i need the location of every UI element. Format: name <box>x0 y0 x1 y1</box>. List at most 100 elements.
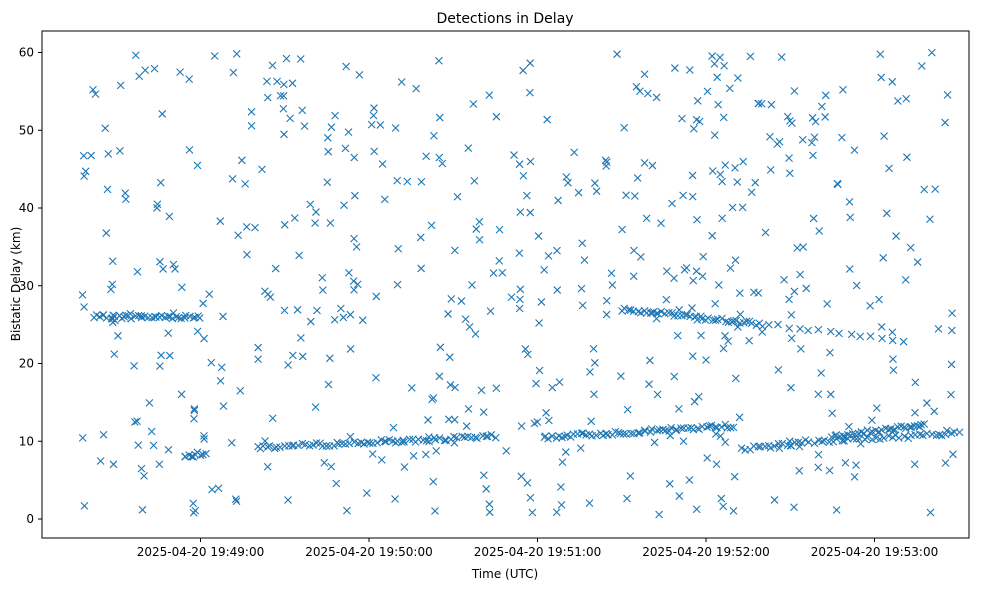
detection-point <box>409 452 418 460</box>
detection-point <box>465 322 474 331</box>
detection-point <box>155 362 164 370</box>
detection-point <box>369 111 378 120</box>
detection-point <box>856 332 865 341</box>
detection-point <box>758 328 767 336</box>
detection-point <box>899 337 908 346</box>
detection-point <box>721 317 730 326</box>
detection-point <box>711 430 720 438</box>
detection-point <box>158 110 167 118</box>
detection-point <box>391 124 400 132</box>
detection-point <box>108 280 117 289</box>
detection-point <box>809 151 817 160</box>
detection-point <box>785 154 793 163</box>
detection-point <box>298 352 307 361</box>
detection-point <box>153 200 162 209</box>
detection-point <box>394 244 403 253</box>
detection-point <box>917 420 925 429</box>
detection-point <box>427 221 436 230</box>
detection-point <box>688 304 696 312</box>
detection-point <box>704 314 712 323</box>
detection-point <box>703 454 712 462</box>
detection-point <box>947 326 956 335</box>
detection-point <box>156 257 164 266</box>
detection-point <box>106 285 115 294</box>
detection-point <box>416 233 425 242</box>
detection-point <box>137 312 146 320</box>
detection-point <box>807 138 816 147</box>
detection-point <box>751 178 760 187</box>
detection-point <box>367 120 376 129</box>
detection-point <box>629 272 638 281</box>
detection-point <box>134 441 143 450</box>
detection-point <box>835 329 843 338</box>
detection-point <box>435 56 443 65</box>
detection-point <box>189 508 198 517</box>
detection-point <box>555 378 564 386</box>
detection-point <box>893 97 902 105</box>
detection-point <box>103 185 112 194</box>
detection-point <box>111 316 119 325</box>
detection-point <box>325 354 334 363</box>
detection-point <box>121 311 130 320</box>
detection-point <box>602 158 611 166</box>
detection-point <box>847 330 856 339</box>
detection-point <box>699 252 708 261</box>
detection-point <box>471 433 480 442</box>
detection-point <box>804 438 813 446</box>
detection-point <box>690 397 699 406</box>
detection-point <box>652 314 661 323</box>
detection-point <box>814 390 823 399</box>
detection-point <box>574 188 583 197</box>
detection-point <box>165 351 174 360</box>
detection-point <box>689 276 698 285</box>
detection-point <box>311 403 320 412</box>
detection-point <box>342 506 351 515</box>
detection-point <box>790 87 799 95</box>
detection-point <box>78 433 87 442</box>
detection-point <box>681 311 690 319</box>
detection-point <box>732 316 740 325</box>
detection-point <box>350 153 359 162</box>
detection-point <box>268 61 277 70</box>
detection-point <box>735 289 744 298</box>
detection-point <box>577 429 586 438</box>
detection-point <box>526 208 535 217</box>
detection-point <box>350 234 358 243</box>
detection-point <box>718 177 727 186</box>
detection-point <box>502 447 511 455</box>
detection-point <box>620 304 629 313</box>
detection-point <box>516 285 525 294</box>
detection-point <box>535 319 543 327</box>
x-tick-label: 2025-04-20 19:53:00 <box>811 545 938 559</box>
detection-point <box>80 502 89 510</box>
detection-point <box>232 497 241 506</box>
detection-point <box>498 268 507 277</box>
detection-point <box>721 438 730 447</box>
detection-point <box>620 123 629 132</box>
detection-point <box>761 228 770 237</box>
detection-point <box>770 442 779 451</box>
detection-point <box>917 62 926 70</box>
detection-point <box>284 496 292 504</box>
detection-point <box>796 344 805 353</box>
detection-point <box>553 246 561 255</box>
detection-point <box>214 484 223 493</box>
detection-point <box>693 215 701 224</box>
detection-point <box>96 457 105 465</box>
detection-point <box>177 283 186 292</box>
detection-point <box>526 493 535 502</box>
detection-point <box>838 133 846 142</box>
detection-point <box>877 426 886 434</box>
detection-point <box>697 331 705 340</box>
detection-point <box>872 404 881 413</box>
detection-point <box>290 214 299 222</box>
detection-point <box>99 430 108 439</box>
detection-point <box>888 77 897 86</box>
detection-point <box>306 200 315 209</box>
detection-point <box>721 420 730 429</box>
detection-point <box>135 72 144 81</box>
detection-point <box>714 100 723 109</box>
detection-point <box>866 428 875 437</box>
detection-point <box>845 265 854 273</box>
detection-point <box>473 434 481 443</box>
